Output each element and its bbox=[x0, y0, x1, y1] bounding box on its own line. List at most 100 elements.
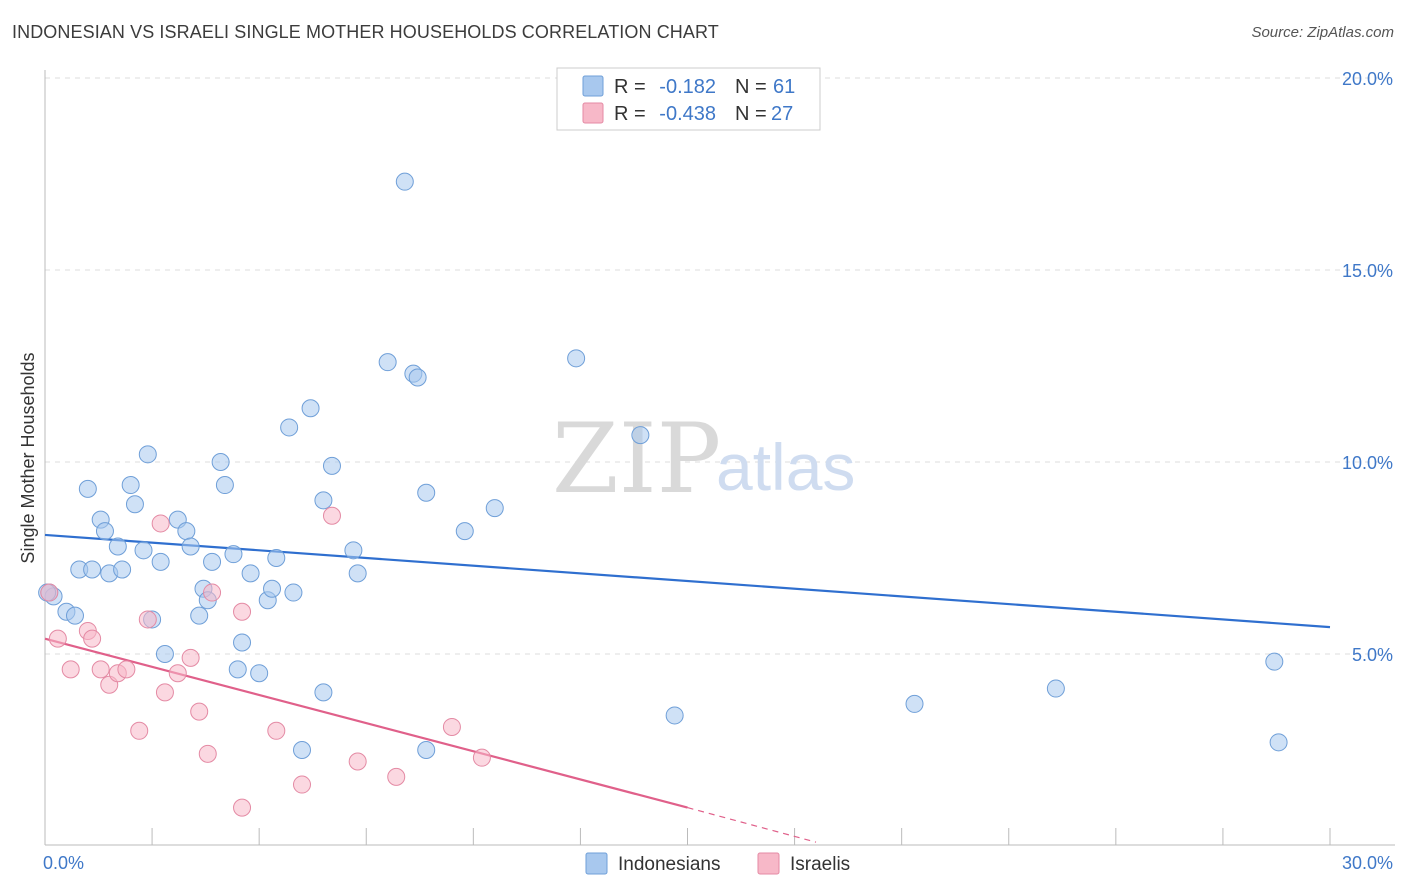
point-indonesians bbox=[65, 606, 84, 625]
trend-line-israelis bbox=[44, 637, 688, 809]
legend-swatch-israelis bbox=[582, 102, 604, 124]
point-israelis bbox=[138, 610, 157, 629]
point-indonesians bbox=[417, 483, 436, 502]
bottom-legend-swatch-indonesians bbox=[585, 852, 608, 875]
y-tick-label: 10.0% bbox=[1342, 453, 1393, 473]
point-indonesians bbox=[322, 456, 341, 475]
point-indonesians bbox=[224, 545, 243, 564]
point-indonesians bbox=[203, 552, 222, 571]
legend-r-label: R = bbox=[614, 76, 646, 98]
point-israelis bbox=[168, 664, 187, 683]
point-indonesians bbox=[408, 368, 427, 387]
point-israelis bbox=[151, 514, 170, 533]
point-israelis bbox=[83, 629, 102, 648]
legend-n-value: 61 bbox=[773, 76, 795, 98]
point-indonesians bbox=[301, 399, 320, 418]
point-indonesians bbox=[181, 537, 200, 556]
bottom-legend-label-indonesians: Indonesians bbox=[618, 854, 720, 875]
point-indonesians bbox=[138, 445, 157, 464]
point-indonesians bbox=[1046, 679, 1065, 698]
bottom-legend-label-israelis: Israelis bbox=[790, 854, 850, 875]
legend-n-label: N = bbox=[735, 76, 767, 98]
legend-swatch-indonesians bbox=[582, 75, 604, 97]
point-indonesians bbox=[293, 741, 311, 759]
point-indonesians bbox=[263, 579, 282, 598]
point-indonesians bbox=[1269, 733, 1288, 752]
data-points bbox=[38, 172, 1288, 817]
point-indonesians bbox=[241, 564, 260, 583]
tick-labels: 5.0% 10.0% 15.0% 20.0% 0.0% 30.0% bbox=[43, 69, 1393, 873]
point-indonesians bbox=[125, 495, 144, 514]
chart-source: Source: ZipAtlas.com bbox=[1251, 24, 1394, 41]
point-indonesians bbox=[215, 476, 234, 495]
point-indonesians bbox=[314, 683, 333, 702]
point-indonesians bbox=[134, 541, 153, 560]
x-tick-label: 30.0% bbox=[1342, 853, 1393, 873]
point-israelis bbox=[293, 775, 311, 794]
point-indonesians bbox=[348, 564, 367, 583]
y-axis-label: Single Mother Households bbox=[18, 352, 38, 563]
point-israelis bbox=[91, 660, 110, 679]
trend-line-indonesians bbox=[44, 533, 1331, 629]
legend-r-label: R = bbox=[614, 103, 646, 125]
legend-n-value: 27 bbox=[771, 103, 793, 125]
point-indonesians bbox=[344, 541, 363, 560]
point-israelis bbox=[155, 683, 174, 702]
legend-n-label: N = bbox=[735, 103, 767, 125]
watermark-atlas: atlas bbox=[716, 430, 855, 504]
point-indonesians bbox=[108, 537, 127, 556]
point-indonesians bbox=[395, 172, 414, 191]
point-indonesians bbox=[190, 606, 209, 625]
point-indonesians bbox=[121, 476, 140, 495]
bottom-legend-swatch-israelis bbox=[757, 852, 780, 875]
bottom-legend: Indonesians Israelis bbox=[585, 852, 850, 875]
point-indonesians bbox=[378, 353, 397, 372]
chart-title: INDONESIAN VS ISRAELI SINGLE MOTHER HOUS… bbox=[12, 22, 719, 42]
point-indonesians bbox=[155, 645, 174, 663]
point-indonesians bbox=[228, 660, 247, 679]
axes bbox=[44, 70, 1395, 846]
legend-r-value: -0.438 bbox=[659, 103, 716, 125]
point-indonesians bbox=[177, 522, 196, 541]
y-tick-label: 15.0% bbox=[1342, 261, 1393, 281]
point-israelis bbox=[190, 702, 209, 721]
point-indonesians bbox=[485, 499, 504, 518]
point-israelis bbox=[348, 752, 367, 771]
point-israelis bbox=[198, 744, 217, 763]
point-israelis bbox=[233, 798, 252, 817]
point-israelis bbox=[117, 660, 136, 679]
point-israelis bbox=[61, 660, 80, 679]
point-indonesians bbox=[905, 694, 924, 713]
point-indonesians bbox=[267, 549, 286, 567]
y-tick-label: 5.0% bbox=[1352, 645, 1393, 665]
point-indonesians bbox=[250, 664, 269, 683]
point-indonesians bbox=[417, 741, 436, 759]
point-indonesians bbox=[314, 491, 333, 510]
point-indonesians bbox=[95, 522, 114, 541]
point-israelis bbox=[203, 583, 222, 602]
point-indonesians bbox=[78, 479, 97, 498]
legend-box: R = -0.182 N = 61 R = -0.438 N = 27 bbox=[556, 67, 821, 131]
point-israelis bbox=[181, 648, 200, 667]
point-indonesians bbox=[233, 633, 252, 652]
point-indonesians bbox=[567, 349, 586, 368]
legend-r-value: -0.182 bbox=[659, 76, 716, 98]
point-indonesians bbox=[83, 560, 102, 579]
point-indonesians bbox=[113, 560, 132, 579]
point-indonesians bbox=[665, 706, 684, 725]
point-israelis bbox=[472, 748, 491, 767]
y-tick-label: 20.0% bbox=[1342, 69, 1393, 89]
point-israelis bbox=[387, 767, 406, 786]
point-israelis bbox=[233, 602, 252, 621]
point-israelis bbox=[267, 721, 286, 740]
watermark-zip: ZIP bbox=[552, 403, 721, 515]
point-indonesians bbox=[284, 583, 303, 602]
point-indonesians bbox=[455, 522, 474, 541]
point-israelis bbox=[442, 717, 461, 736]
x-tick-label: 0.0% bbox=[43, 853, 84, 873]
point-israelis bbox=[40, 583, 59, 602]
point-indonesians bbox=[280, 418, 299, 437]
point-indonesians bbox=[631, 426, 650, 445]
point-israelis bbox=[48, 629, 67, 648]
